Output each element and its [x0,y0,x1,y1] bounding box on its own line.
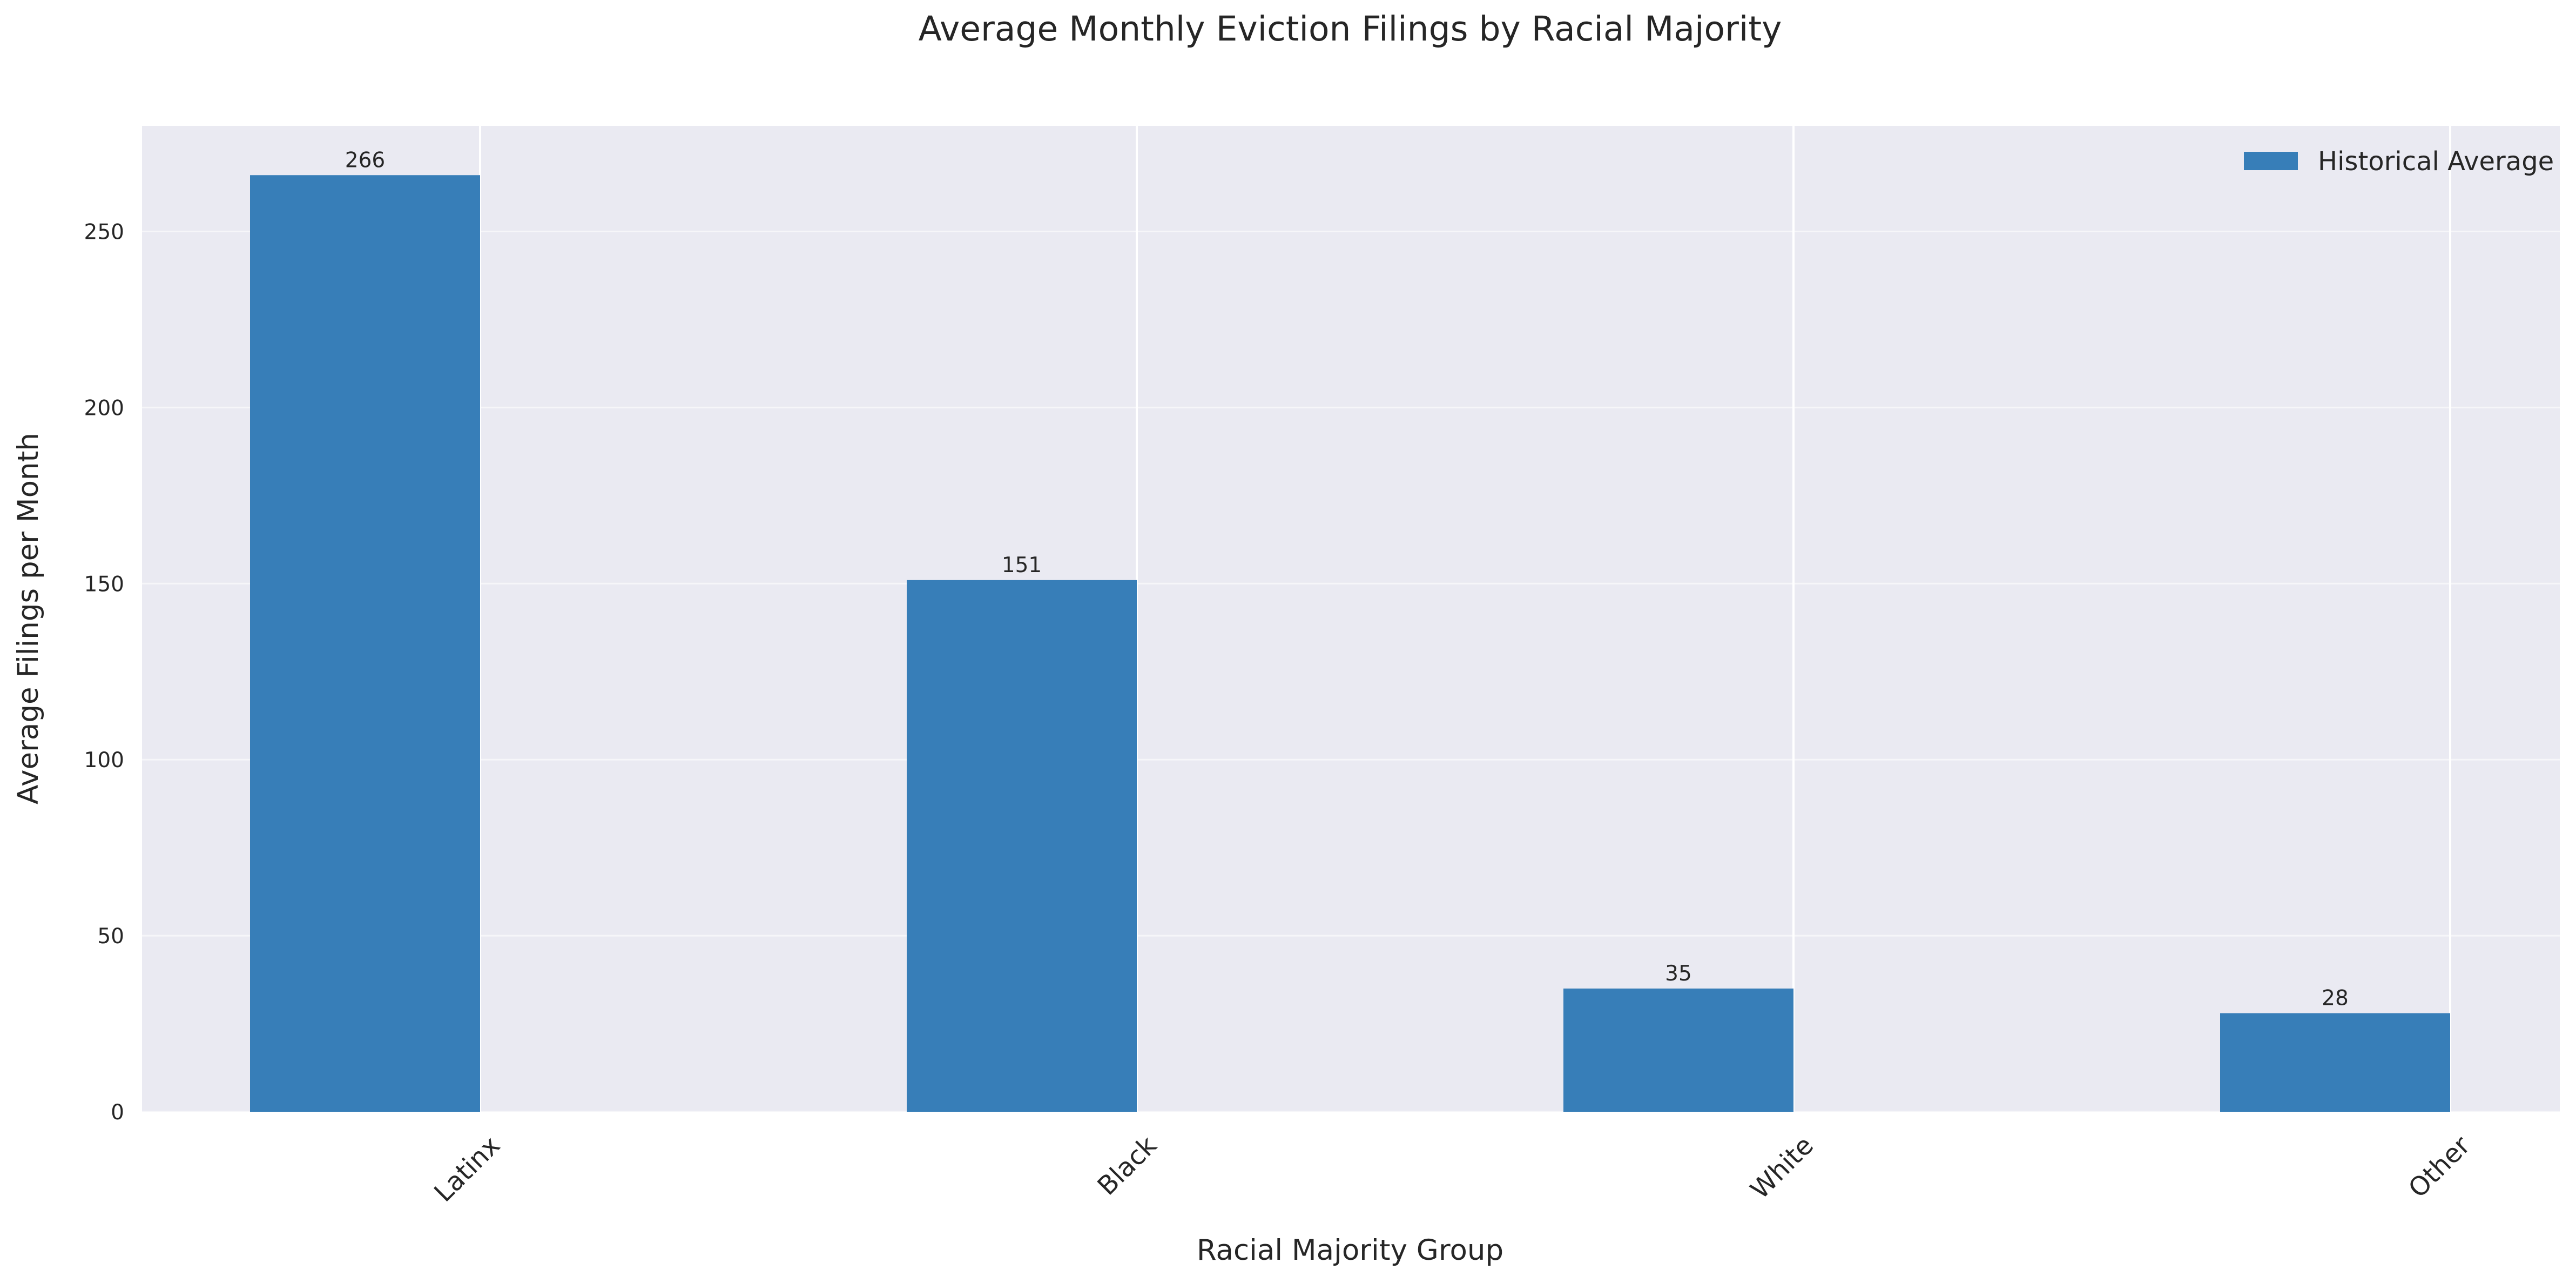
bar-value-label: 266 [345,148,385,172]
data-labels: 266 151 35 28 [345,148,2349,1010]
x-ticks: Latinx Black White Other [428,1130,2476,1208]
bar-value-label: 28 [2322,986,2349,1011]
bar-value-label: 151 [1002,553,1042,577]
x-tick-label: Latinx [428,1130,506,1208]
y-ticks: 0 50 100 150 200 250 [84,220,124,1125]
y-tick-label: 50 [97,924,124,949]
bar-value-label: 35 [1665,962,1692,986]
plot-area [142,126,2560,1112]
y-tick-label: 200 [84,396,124,420]
x-tick-label: Other [2403,1130,2476,1204]
y-tick-label: 150 [84,572,124,596]
bar [1563,988,1793,1112]
legend-label: Historical Average [2318,146,2554,177]
bar [907,580,1137,1112]
y-axis-label: Average Filings per Month [12,433,45,804]
chart-title: Average Monthly Eviction Filings by Raci… [919,9,1782,49]
legend: Historical Average [2244,146,2554,177]
y-tick-label: 250 [84,220,124,245]
bar [2220,1013,2450,1112]
x-axis-label: Racial Majority Group [1197,1234,1503,1267]
bar [250,175,480,1112]
y-tick-label: 100 [84,748,124,773]
legend-swatch [2244,152,2298,170]
bars [250,175,2450,1112]
grid-lines [142,126,2560,1113]
y-tick-label: 0 [111,1100,124,1125]
x-tick-label: White [1745,1130,1819,1205]
x-tick-label: Black [1092,1130,1163,1201]
